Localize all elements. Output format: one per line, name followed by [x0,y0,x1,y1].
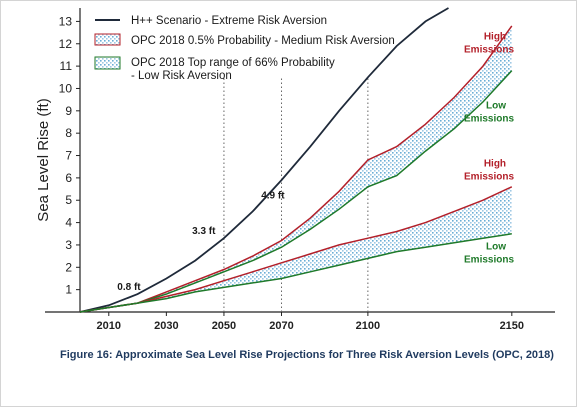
value-annotation: 4.9 ft [261,190,285,201]
y-tick-label: 10 [59,81,73,95]
x-tick-label: 2030 [154,320,178,332]
legend-label-low-line1: OPC 2018 Top range of 66% Probability [131,57,335,69]
high-emissions-label-line1: High [484,31,506,42]
y-tick-label: 9 [65,104,72,118]
chart-labels: 0.8 ft 3.3 ft 4.9 ft High Emissions Low Emissi… [117,31,514,293]
line-low-low [79,233,512,313]
projection-lines [79,7,513,313]
high-emissions-label-line2: Emissions [464,44,514,55]
legend: H++ Scenario - Extreme Risk Aversion OPC … [94,15,395,82]
y-tick-label: 11 [60,59,73,73]
legend-label-low-line2: - Low Risk Aversion [131,70,232,82]
low-emissions-label-line1: Low [486,101,506,112]
y-tick-label: 8 [65,126,72,140]
y-tick-label: 5 [65,193,72,207]
y-tick-label: 4 [65,216,72,230]
high-emissions-label-line1: High [484,159,506,170]
line-hpp [79,7,449,313]
line-medium-low [79,70,513,313]
line-low-high [79,186,513,313]
value-annotation: 0.8 ft [117,282,141,293]
y-axis-label: Sea Level Rise (ft) [35,98,52,221]
x-tick-label: 2070 [269,320,293,332]
legend-label-medium: OPC 2018 0.5% Probability - Medium Risk … [131,35,395,47]
legend-swatch-medium [94,33,121,46]
low-emissions-label-line2: Emissions [464,114,514,125]
y-tick-label: 1 [65,283,72,297]
y-tick-label: 6 [65,171,72,185]
legend-label-hpp: H++ Scenario - Extreme Risk Aversion [131,15,327,27]
x-tick-label: 2150 [500,320,524,332]
low-emissions-label-line2: Emissions [464,254,514,265]
low-emissions-label-line1: Low [486,241,506,252]
x-tick-label: 2010 [97,320,121,332]
high-emissions-label-line2: Emissions [464,172,514,183]
y-tick-label: 3 [65,238,72,252]
legend-swatch-low [94,56,121,70]
band-low [80,186,512,312]
y-tick-label: 12 [59,37,73,51]
y-tick-label: 2 [65,260,72,274]
y-tick-label: 13 [59,14,73,28]
x-tick-label: 2100 [356,320,380,332]
line-medium-high [79,25,513,313]
x-tick-label: 2050 [212,320,236,332]
value-annotation: 3.3 ft [192,226,216,237]
figure-caption: Figure 16: Approximate Sea Level Rise Pr… [60,349,554,361]
y-tick-label: 7 [65,149,72,163]
